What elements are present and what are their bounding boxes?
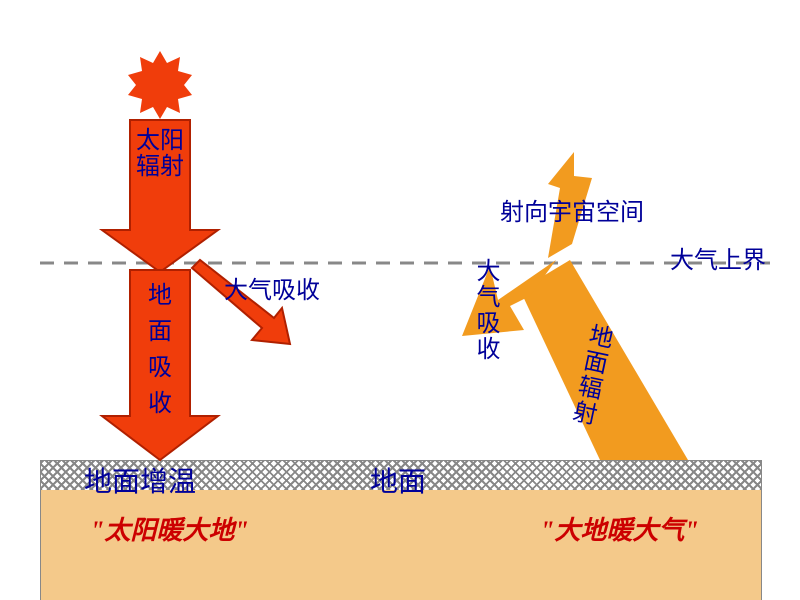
text: 大气吸收 xyxy=(472,258,498,362)
diagram-canvas: 太阳辐射 地面吸收 大气吸收 射向宇宙空间 大气上界 大气吸收 地面辐射 地面增… xyxy=(0,0,800,600)
text: 地面增温 xyxy=(84,467,196,498)
text: 地面吸收 xyxy=(148,283,172,417)
label-solar-radiation: 太阳辐射 xyxy=(136,128,184,180)
text: 地面辐射 xyxy=(566,321,613,428)
caption-sun-warms-earth: "太阳暖大地" xyxy=(90,510,249,547)
label-atmo-absorption-right: 大气吸收 xyxy=(468,258,503,362)
text: 射向宇宙空间 xyxy=(500,200,644,226)
caption-earth-warms-atmo: "大地暖大气" xyxy=(540,510,699,547)
label-to-space: 射向宇宙空间 xyxy=(500,192,644,227)
text: "太阳暖大地" xyxy=(90,516,249,545)
label-ground-absorption: 地面吸收 xyxy=(138,278,182,422)
label-ground-warming: 地面增温 xyxy=(84,460,196,500)
text: 地面 xyxy=(370,467,426,498)
sun-icon xyxy=(120,45,200,125)
label-ground: 地面 xyxy=(370,460,426,500)
text: "大地暖大气" xyxy=(540,516,699,545)
text: 大气上界 xyxy=(670,248,766,274)
label-atmo-absorption-left: 大气吸收 xyxy=(224,270,320,305)
text: 太阳辐射 xyxy=(136,128,184,180)
text: 大气吸收 xyxy=(224,278,320,304)
label-top-of-atmosphere: 大气上界 xyxy=(670,240,766,275)
label-earth-radiation: 地面辐射 xyxy=(562,320,618,429)
